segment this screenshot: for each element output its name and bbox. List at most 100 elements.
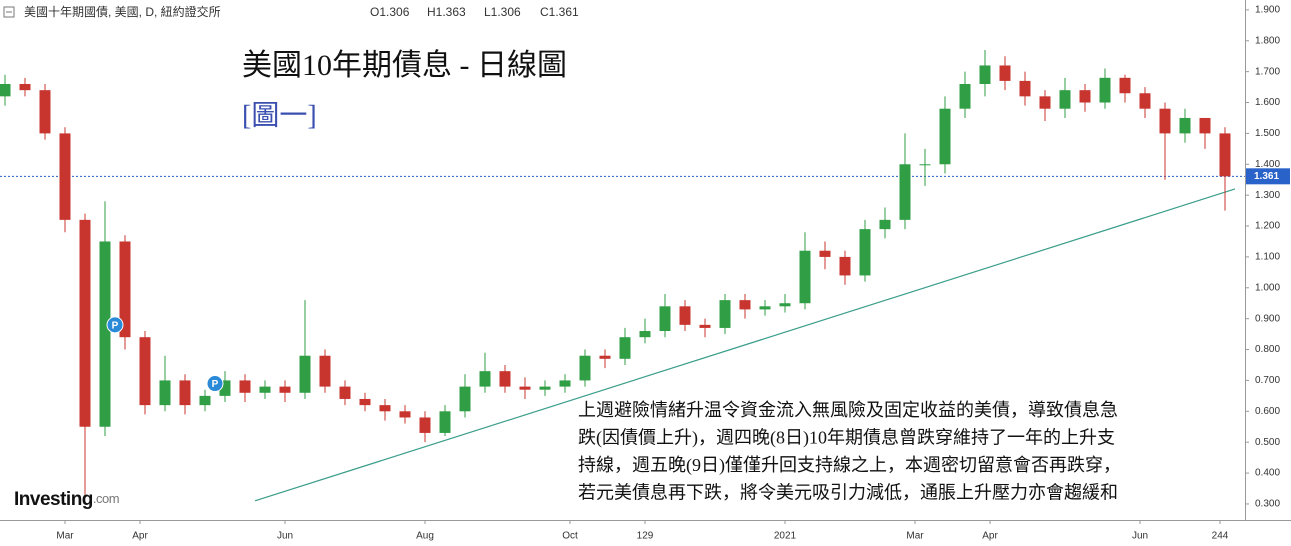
candle-body xyxy=(539,386,551,390)
candle-body xyxy=(99,241,111,427)
candle-body xyxy=(59,133,71,220)
collapse-icon[interactable] xyxy=(3,6,15,18)
event-marker xyxy=(206,375,224,393)
logo: Investing.com xyxy=(14,489,119,510)
x-tick-label: 244 xyxy=(1212,531,1229,542)
candle-body xyxy=(1159,108,1171,134)
y-tick-label: 1.200 xyxy=(1255,221,1280,232)
y-tick-label: 0.700 xyxy=(1255,375,1280,386)
candle-body xyxy=(899,164,911,220)
candle-body xyxy=(259,386,271,393)
candle-body xyxy=(519,386,531,390)
candle-body xyxy=(439,411,451,433)
symbol-label: 美國十年期國債, 美國, D, 紐約證交所 xyxy=(24,4,221,19)
candle-body xyxy=(179,380,191,406)
event-marker-label: P xyxy=(212,379,219,390)
candle-body xyxy=(659,306,671,332)
annotation-line: 跌(因債價上升)，週四晚(8日)10年期債息曾跌穿維持了一年的上升支 xyxy=(578,428,1115,449)
candle-body xyxy=(159,380,171,406)
candle-body xyxy=(979,65,991,84)
candle-body xyxy=(379,405,391,412)
ohlc-high: H1.363 xyxy=(427,5,466,19)
candle-body xyxy=(939,108,951,165)
candle-body xyxy=(79,219,91,427)
candle-body xyxy=(1099,77,1111,103)
candle-body xyxy=(699,324,711,328)
chart-title: 美國10年期債息 - 日線圖 xyxy=(242,49,567,82)
candle-body xyxy=(219,380,231,396)
candle-body xyxy=(1199,117,1211,134)
candle-body xyxy=(239,380,251,393)
candle-body xyxy=(1019,80,1031,97)
candle-body xyxy=(759,306,771,310)
candle-body xyxy=(819,250,831,257)
x-tick-label: Jun xyxy=(277,531,293,542)
candle-body xyxy=(1079,90,1091,103)
candle-body xyxy=(359,398,371,406)
event-marker xyxy=(106,316,124,334)
candle-body xyxy=(599,355,611,359)
last-price-tag xyxy=(1246,168,1290,185)
y-tick-label: 1.100 xyxy=(1255,252,1280,263)
x-tick-label: 129 xyxy=(637,531,654,542)
y-tick-label: 1.300 xyxy=(1255,190,1280,201)
x-tick-label: Jun xyxy=(1132,531,1148,542)
candle-body xyxy=(399,411,411,418)
y-tick-label: 1.500 xyxy=(1255,128,1280,139)
candle-body xyxy=(119,241,131,338)
candle-body xyxy=(19,83,31,91)
candle-body xyxy=(559,380,571,387)
candle-body xyxy=(459,386,471,412)
candle-body xyxy=(879,219,891,230)
x-tick-label: Mar xyxy=(906,531,924,542)
candle-body xyxy=(999,65,1011,81)
candle-body xyxy=(619,337,631,359)
logo-main: Investing xyxy=(14,489,93,510)
candle-body xyxy=(959,83,971,109)
y-tick-label: 1.800 xyxy=(1255,35,1280,46)
candle-body xyxy=(679,306,691,325)
candle-body xyxy=(1179,117,1191,134)
candle-body xyxy=(0,83,11,97)
candle-body xyxy=(39,90,51,134)
y-tick-label: 0.400 xyxy=(1255,468,1280,479)
y-tick-label: 0.800 xyxy=(1255,344,1280,355)
candle-body xyxy=(199,395,211,406)
candle-body xyxy=(839,256,851,276)
candle-body xyxy=(859,229,871,276)
candle-body xyxy=(419,417,431,433)
candle-body xyxy=(299,355,311,393)
y-tick-label: 0.600 xyxy=(1255,406,1280,417)
event-marker-label: P xyxy=(112,320,119,331)
ohlc-open: O1.306 xyxy=(370,5,410,19)
candle-body xyxy=(1059,90,1071,109)
candle-body xyxy=(279,386,291,393)
candle-body xyxy=(579,355,591,381)
trend-line xyxy=(254,188,1236,502)
candle-body xyxy=(1119,77,1131,94)
candle-body xyxy=(919,164,931,166)
last-price-label: 1.361 xyxy=(1254,171,1279,182)
candle-body xyxy=(799,250,811,304)
annotation-line: 若元美債息再下跌，將令美元吸引力減低，通脹上升壓力亦會趨緩和 xyxy=(578,483,1118,503)
y-tick-label: 1.900 xyxy=(1255,5,1280,16)
logo-suffix: .com xyxy=(93,491,119,506)
candle-body xyxy=(779,303,791,307)
candle-body xyxy=(499,371,511,387)
chart-subtitle: [圖一] xyxy=(242,100,317,131)
y-tick-label: 0.500 xyxy=(1255,437,1280,448)
x-tick-label: Oct xyxy=(562,531,578,542)
candle-body xyxy=(719,300,731,328)
candle-body xyxy=(1039,96,1051,109)
candle-body xyxy=(1219,133,1231,177)
x-tick-label: Mar xyxy=(56,531,74,542)
candle-body xyxy=(1139,93,1151,109)
y-tick-label: 1.700 xyxy=(1255,66,1280,77)
candle-body xyxy=(479,371,491,387)
ohlc-low: L1.306 xyxy=(484,5,521,19)
candle-body xyxy=(139,337,151,406)
x-tick-label: Apr xyxy=(982,531,998,542)
candle-body xyxy=(339,386,351,399)
